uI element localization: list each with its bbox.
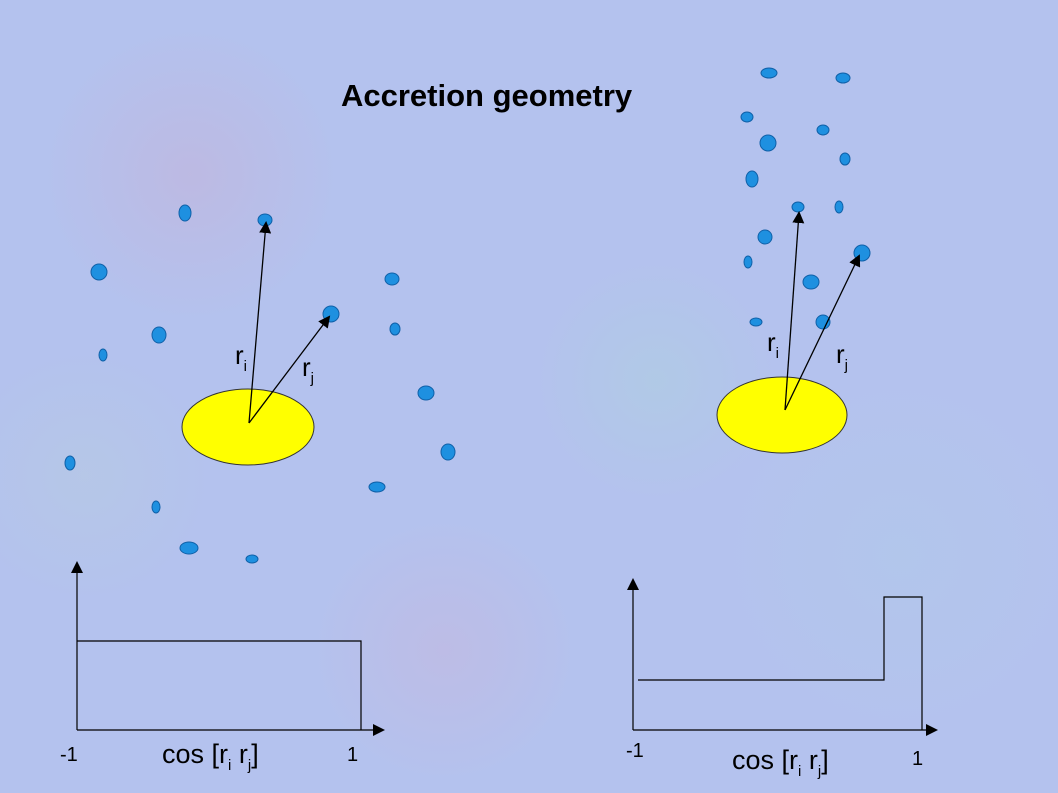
- cloud-blob: [816, 124, 830, 136]
- cloud-blob: [853, 244, 871, 262]
- right-cloud: [740, 67, 871, 330]
- cloud-blob: [749, 317, 763, 327]
- cloud-blob: [835, 72, 851, 84]
- right-distribution-curve: [638, 596, 923, 730]
- cloud-blob: [802, 274, 820, 290]
- right-central-star: [716, 376, 848, 454]
- cloud-blob: [839, 152, 851, 166]
- cloud-blob: [151, 500, 161, 514]
- cloud-blob: [834, 200, 844, 214]
- cloud-blob: [151, 326, 167, 344]
- cloud-blob: [440, 443, 456, 461]
- right-distribution-graph: [627, 578, 938, 736]
- cloud-blob: [179, 541, 199, 555]
- right-label-rj: rj: [836, 339, 849, 374]
- left-tick-min: -1: [60, 744, 78, 766]
- left-axis-label: cos [ri rj]: [162, 739, 259, 774]
- right-label-ri: ri: [767, 327, 780, 362]
- cloud-blob: [389, 322, 401, 336]
- left-cloud: [64, 204, 456, 564]
- left-label-ri: ri: [235, 340, 248, 375]
- left-vector-rj: [248, 315, 331, 424]
- right-tick-min: -1: [626, 740, 644, 762]
- cloud-blob: [745, 170, 759, 188]
- cloud-blob: [815, 314, 831, 330]
- cloud-blob: [759, 134, 777, 152]
- right-vector-ri: [784, 211, 805, 411]
- cloud-blob: [64, 455, 76, 471]
- left-distribution-curve: [77, 640, 362, 730]
- cloud-blob: [384, 272, 400, 286]
- right-axis-label: cos [ri rj]: [732, 745, 829, 780]
- left-distribution-graph: [71, 561, 385, 736]
- left-label-rj: rj: [302, 352, 315, 387]
- cloud-blob: [791, 201, 805, 213]
- cloud-blob: [90, 263, 108, 281]
- page-title: Accretion geometry: [341, 78, 633, 113]
- cloud-blob: [757, 229, 773, 245]
- cloud-blob: [257, 213, 273, 227]
- cloud-blob: [760, 67, 778, 79]
- cloud-blob: [322, 305, 340, 323]
- cloud-blob: [245, 554, 259, 564]
- cloud-blob: [417, 385, 435, 401]
- left-tick-max: 1: [347, 744, 359, 766]
- left-central-star: [181, 388, 315, 466]
- left-vector-ri: [248, 221, 272, 424]
- right-tick-max: 1: [912, 748, 924, 770]
- cloud-blob: [368, 481, 386, 493]
- cloud-blob: [743, 255, 753, 269]
- cloud-blob: [98, 348, 108, 362]
- right-vector-rj: [784, 254, 861, 411]
- cloud-blob: [178, 204, 192, 222]
- cloud-blob: [740, 111, 754, 123]
